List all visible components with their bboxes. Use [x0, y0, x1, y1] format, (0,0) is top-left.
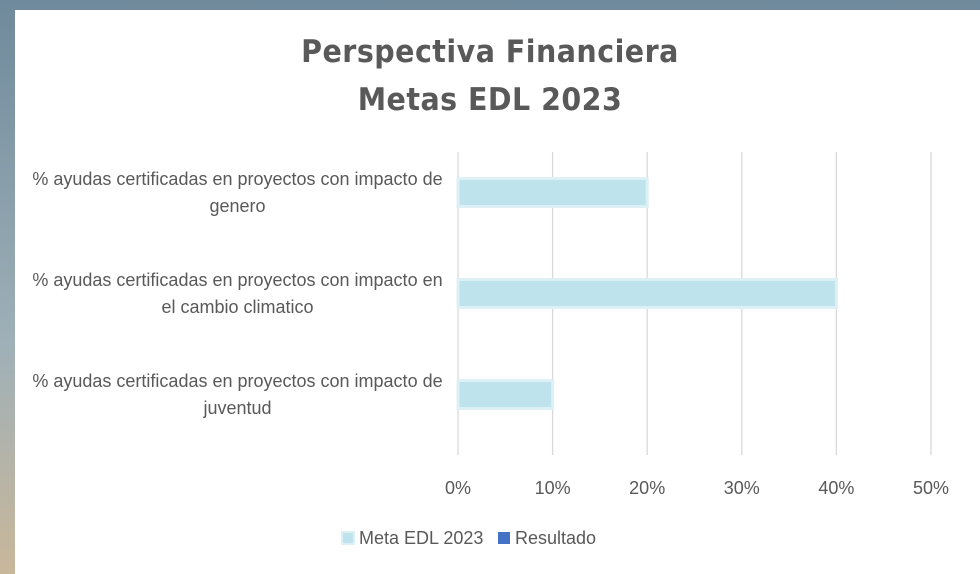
- x-tick-label: 20%: [629, 478, 666, 498]
- legend-label: Resultado: [515, 528, 597, 548]
- bar: [456, 278, 838, 309]
- legend-swatch: [498, 532, 510, 544]
- chart-title: Perspectiva Financiera: [301, 34, 679, 70]
- x-tick-label: 30%: [723, 478, 760, 498]
- bar: [456, 177, 649, 208]
- x-tick-label: 0%: [444, 478, 471, 498]
- bar: [456, 379, 555, 410]
- x-tick-label: 40%: [818, 478, 855, 498]
- y-tick-label: % ayudas certificadas en proyectos con i…: [32, 370, 443, 418]
- legend-swatch: [341, 531, 355, 545]
- y-tick-label: % ayudas certificadas en proyectos con i…: [32, 269, 443, 317]
- x-tick-label: 50%: [912, 478, 950, 498]
- legend-label: Meta EDL 2023: [359, 528, 484, 548]
- y-tick-label: % ayudas certificadas en proyectos con i…: [32, 168, 443, 216]
- x-tick-label: 10%: [534, 478, 571, 498]
- chart-title: Metas EDL 2023: [357, 82, 623, 118]
